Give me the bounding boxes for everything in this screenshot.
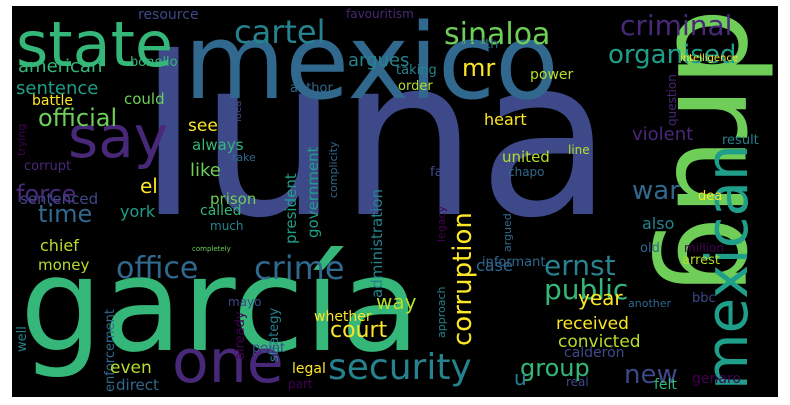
word-arrest: arrest [682,253,721,268]
word-case: case [476,256,513,275]
word-cloud: luna mexico garcía drug state mexican on… [12,6,778,397]
word-criminal: criminal [620,9,733,42]
word-result: result [722,133,759,148]
word-court: court [330,318,388,343]
word-calderon: calderón [564,345,625,361]
word-way: way [376,290,417,314]
word-whether: whether [314,309,372,325]
word-could: could [124,90,165,108]
word-direct: direct [116,376,159,394]
word-idea: idea [233,100,244,122]
word-argues: argues [348,50,410,71]
word-million: million [684,241,724,255]
word-mexico: mexico [184,6,559,123]
word-crime: crime [254,249,345,287]
word-question: question [665,74,679,126]
word-much: much [210,219,244,233]
word-real: real [566,375,589,389]
word-united: united [502,148,550,166]
word-american: american [18,56,103,77]
word-one: one [172,327,284,397]
word-force: force [16,180,77,208]
word-received: received [556,314,629,334]
word-government: government [304,146,322,238]
word-resource: resource [138,7,199,23]
word-smith: smith [462,37,499,52]
word-state: state [16,8,174,81]
word-favouritism: favouritism [346,7,414,21]
word-battle: battle [32,93,73,109]
word-taking: taking [396,63,437,78]
word-say: say [68,103,169,171]
word-mr: mr [462,54,496,82]
word-sentence: sentence [16,78,99,99]
word-power: power [530,67,574,83]
word-legacy: legacy [435,205,448,242]
word-order: order [398,79,433,94]
word-part: part [288,377,313,391]
word-chapo: chapo [508,165,545,179]
word-completely: completely [192,245,231,253]
word-bonello: bonello [130,55,178,70]
word-called: called [200,203,242,219]
word-sinaloa: sinaloa [444,17,551,52]
word-el: el [140,174,158,198]
word-war: war [632,176,680,206]
word-new: new [624,360,678,390]
word-point: point [252,341,286,356]
word-even: even [110,358,152,378]
word-organised: organised [608,40,737,70]
word-official: official [38,104,118,132]
word-security: security [328,347,472,388]
word-corruption: corruption [448,212,478,346]
word-trying: trying [15,123,28,156]
word-garcia: garcía [20,229,421,381]
word-york: york [120,202,156,221]
word-sentenced: sentenced [20,190,99,208]
word-line: line [568,143,590,157]
word-group: group [520,354,590,382]
word-fall: fall [430,165,450,180]
word-president: president [282,173,300,244]
word-time: time [38,200,93,228]
word-argued: argued [501,213,514,252]
word-office: office [116,251,199,286]
word-like: like [190,160,221,181]
word-mayo: mayo [228,295,262,309]
word-felt: felt [654,377,677,393]
word-take: take [232,151,256,164]
word-another: another [628,297,672,310]
word-old: old [640,241,660,256]
word-bbc: bbc [692,291,716,306]
word-money: money [38,256,90,274]
word-genaro: genaro [692,371,741,387]
word-cartel: cartel [234,13,326,51]
word-ernst: ernst [544,249,616,282]
word-complicity: complicity [327,141,340,198]
word-public: public [544,273,629,306]
word-luna: luna [138,10,613,266]
word-chief: chief [40,236,79,255]
word-always: always [192,136,244,154]
word-approach: approach [435,286,448,338]
word-corrupt: corrupt [24,159,72,174]
word-already: already [233,311,248,360]
word-violent: violent [632,124,694,145]
word-prison: prison [210,190,257,208]
word-legal: legal [292,361,326,377]
word-administration: administration [368,189,386,298]
word-also: also [642,214,675,233]
word-see: see [188,116,218,136]
word-heart: heart [484,110,527,129]
word-informant: informant [482,255,546,270]
word-u: u [514,366,527,390]
word-well: well [15,326,30,352]
word-intelligence: intelligence [680,53,739,64]
word-dea: dea [698,189,723,204]
word-convicted: convicted [558,332,641,352]
word-author: author [290,81,333,96]
word-year: year [578,286,623,310]
